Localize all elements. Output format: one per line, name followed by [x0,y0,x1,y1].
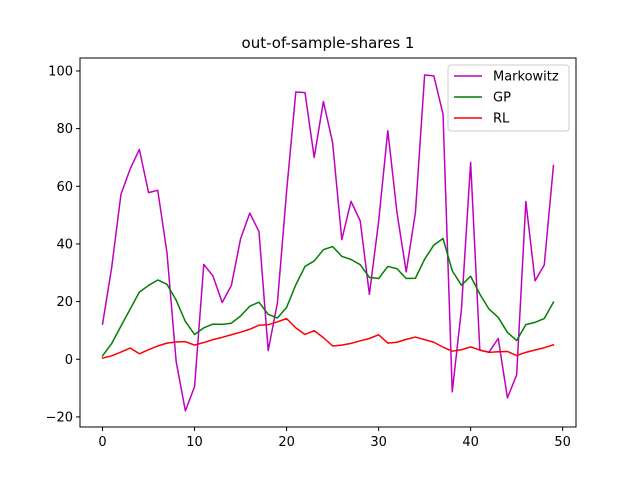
series-line-gp [101,237,555,357]
legend-box [447,64,570,132]
legend-label-gp: GP [493,91,511,106]
x-tick-label: 20 [278,435,295,450]
x-tick-label: 40 [462,435,479,450]
series-line-rl [101,317,555,360]
x-tick-label: 0 [98,435,106,450]
axis-ticks: 0 10 20 30 40 50 −20 0 20 40 60 80 100 [46,64,571,450]
x-tick-label: 30 [370,435,387,450]
y-tick-label: 100 [48,64,73,79]
plot-area-frame [79,57,577,428]
legend-label-rl: RL [493,112,510,127]
y-tick-label: 80 [56,122,73,137]
legend: Markowitz GP RL [447,64,570,132]
series-line-markowitz [101,74,555,412]
y-tick-label: 60 [56,180,73,195]
x-tick-label: 10 [186,435,203,450]
y-tick-label: 0 [65,353,73,368]
y-tick-label: 40 [56,237,73,252]
y-tick-label: −20 [46,410,73,425]
legend-label-markowitz: Markowitz [493,70,559,85]
y-tick-label: 20 [56,295,73,310]
x-tick-label: 50 [554,435,571,450]
chart-title: out-of-sample-shares 1 [242,34,415,52]
series-layer [101,74,555,412]
